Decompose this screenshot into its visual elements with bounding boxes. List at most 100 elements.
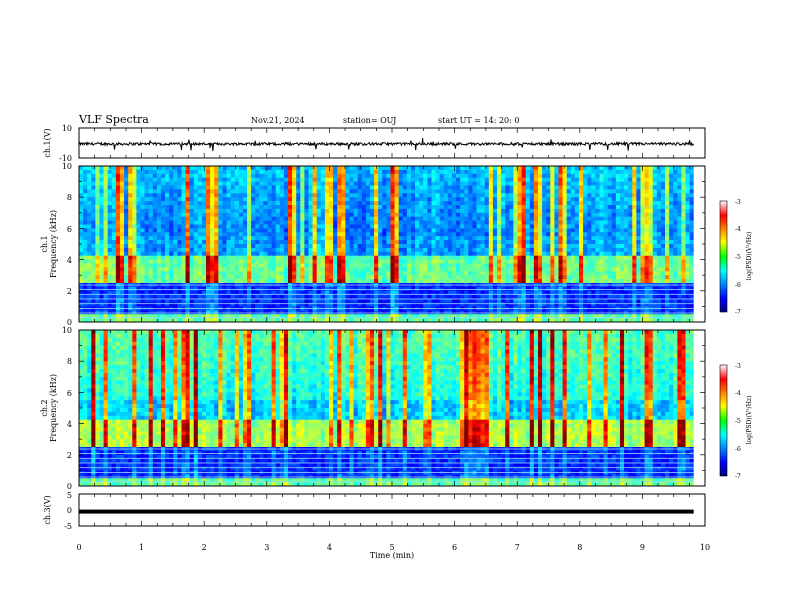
spectrogram-cell [312,169,317,175]
spectrogram-cell [550,173,555,178]
spectrogram-cell [79,267,84,272]
spectrogram-cell [247,216,252,221]
spectrogram-cell [509,189,514,194]
spectrogram-cell [361,255,367,260]
spectrogram-cell [361,290,367,295]
spectrogram-cell [308,224,313,229]
spectrogram-cell [152,166,158,171]
spectrogram-cell [447,286,453,292]
spectrogram-cell [550,271,555,276]
spectrogram-cell [283,255,289,260]
spectrogram-cell [447,232,453,237]
spectrogram-cell [574,286,580,292]
spectrogram-cell [111,267,117,272]
spectrogram-cell [632,189,637,194]
spectrogram-cell [386,286,391,292]
spectrogram-cell [624,166,629,171]
spectrogram-cell [173,290,178,295]
spectrogram-cell [91,240,96,245]
ch1-ytick-bottom: -10 [59,154,72,163]
spectrogram-cell [636,201,641,206]
spectrogram-cell [554,263,559,268]
spectrogram-cell [390,240,395,245]
spectrogram-cell [460,255,465,260]
spectrogram-cell [562,173,567,178]
spectrogram-cell [115,251,121,256]
spectrogram-cell [574,169,580,175]
spectrogram-cell [562,189,567,194]
spectrogram-cell [255,267,260,272]
spectrogram-cell [669,263,674,268]
spectrogram-cell [320,271,326,276]
spectrogram-cell [345,271,350,276]
spectrogram-cell [509,259,514,264]
spectrogram-cell [83,275,88,280]
spectrogram-cell [525,271,531,276]
spectrogram-cell [148,279,154,284]
spectrogram-cell [312,208,317,214]
spectrogram-cell [665,166,670,171]
spectrogram-cell [140,224,145,229]
spectrogram-cell [566,177,572,182]
spectrogram-cell [308,197,313,202]
spectrogram-cell [361,193,367,198]
spectrogram-cell [689,279,695,284]
spectrogram-cell [382,224,387,229]
spectrogram-cell [357,240,363,245]
spectrogram-cell [91,205,96,210]
spectrogram-cell [669,279,674,284]
spectrogram-cell [238,259,244,264]
spectrogram-cell [398,166,404,171]
spectrogram-cell [87,169,92,175]
spectrogram-cell [279,166,285,171]
spectrogram-cell [382,255,387,260]
spectrogram-cell [587,216,592,221]
spectrogram-cell [599,279,604,284]
spectrogram-cell [95,275,100,280]
spectrogram-cell [136,267,141,272]
spectrogram-cell [546,185,551,190]
spectrogram-cell [525,205,531,210]
spectrogram-cell [275,255,281,260]
spectrogram-cell [369,208,375,214]
spectrogram-cell [394,286,399,292]
spectrogram-cell [234,193,240,198]
spectrogram-cell [591,251,596,256]
spectrogram-cell [550,247,555,253]
spectrogram-cell [648,177,654,182]
spectrogram-cell [152,271,158,276]
spectrogram-cell [152,236,158,241]
spectrogram-cell [484,267,490,272]
spectrogram-cell [390,166,395,171]
spectrogram-cell [521,228,527,233]
spectrogram-cell [689,169,695,175]
spectrogram-cell [226,205,231,210]
spectrogram-cell [378,228,383,233]
spectrogram-cell [460,290,465,295]
spectrogram-cell [624,240,629,245]
spectrogram-cell [656,181,662,186]
spectrogram-cell [587,228,592,233]
spectrogram-cell [538,271,543,276]
spectrogram-cell [242,201,248,206]
spectrogram-cell [206,259,211,264]
spectrogram-cell [538,259,543,264]
spectrogram-cell [333,193,338,198]
spectrogram-cell [308,232,313,237]
spectrogram-cell [673,286,678,292]
spectrogram-cell [423,197,428,202]
spectrogram-cell [472,181,477,186]
spectrogram-cell [193,279,199,284]
spectrogram-cell [566,216,572,221]
spectrogram-cell [538,267,543,272]
spectrogram-cell [652,212,658,217]
spectrogram-cell [517,201,522,206]
spectrogram-cell [378,169,383,175]
spectrogram-cell [333,275,338,280]
spectrogram-cell [480,255,486,260]
spectrogram-cell [607,279,613,284]
spectrogram-cell [206,286,211,292]
spectrogram-cell [144,290,149,295]
spectrogram-cell [169,271,174,276]
spectrogram-cell [99,205,104,210]
